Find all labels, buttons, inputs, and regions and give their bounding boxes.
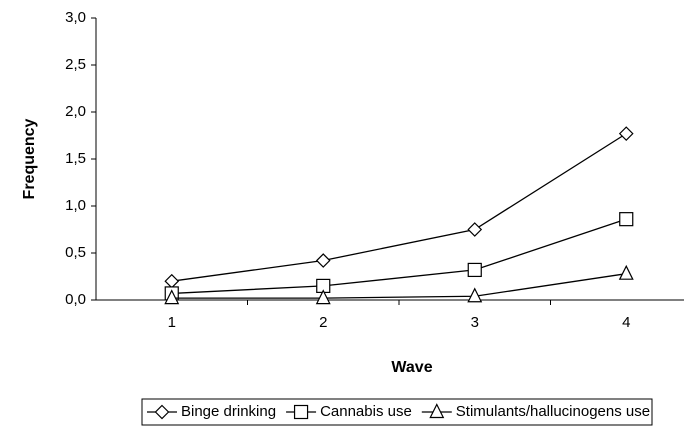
y-tick-label: 1,5 bbox=[65, 150, 86, 167]
marker bbox=[315, 289, 331, 305]
series-line bbox=[171, 133, 627, 282]
legend-label: Cannabis use bbox=[320, 403, 412, 420]
legend-label: Stimulants/hallucinogens use bbox=[456, 403, 650, 420]
x-tick-label: 2 bbox=[319, 314, 327, 331]
marker bbox=[619, 212, 634, 227]
marker bbox=[293, 404, 309, 420]
marker bbox=[164, 273, 180, 289]
y-tick-label: 2,5 bbox=[65, 56, 86, 73]
x-tick-label: 4 bbox=[622, 314, 630, 331]
y-tick-label: 0,0 bbox=[65, 291, 86, 308]
marker bbox=[164, 289, 180, 305]
marker bbox=[467, 262, 482, 278]
marker bbox=[618, 126, 634, 141]
y-axis-label: Frequency bbox=[21, 118, 38, 199]
series-line bbox=[171, 218, 627, 295]
x-tick-label: 3 bbox=[471, 314, 479, 331]
marker bbox=[618, 264, 634, 280]
y-tick-label: 2,0 bbox=[65, 103, 86, 120]
y-tick-label: 3,0 bbox=[65, 9, 86, 26]
marker bbox=[315, 253, 331, 268]
x-axis-label: Wave bbox=[391, 359, 432, 376]
marker bbox=[154, 404, 170, 420]
y-tick-label: 1,0 bbox=[65, 197, 86, 214]
series-line bbox=[171, 273, 627, 299]
legend-label: Binge drinking bbox=[181, 403, 276, 420]
x-tick-label: 1 bbox=[168, 314, 176, 331]
legend-box bbox=[141, 398, 653, 426]
y-tick-label: 0,5 bbox=[65, 244, 86, 261]
marker bbox=[429, 403, 445, 419]
marker bbox=[467, 287, 483, 303]
marker bbox=[467, 222, 483, 237]
